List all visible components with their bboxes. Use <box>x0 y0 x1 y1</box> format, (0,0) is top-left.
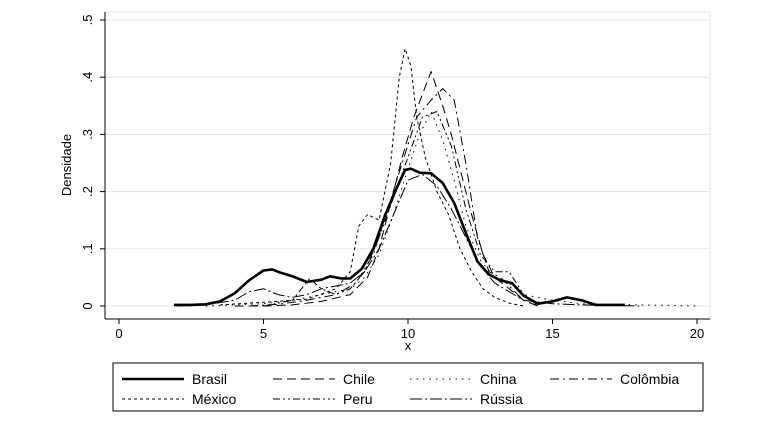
legend-label-china: China <box>480 371 517 387</box>
legend-label-mexico: México <box>192 391 237 407</box>
y-tick-label: .5 <box>80 15 95 26</box>
legend-items: Brasil Chile China Colômbia México Peru Rússia <box>122 371 679 407</box>
y-tick-label: .1 <box>80 243 95 254</box>
x-axis: 0 5 10 15 20 <box>105 318 710 341</box>
x-tick-label: 5 <box>260 326 267 341</box>
series-line-russia <box>176 173 640 307</box>
y-axis: 0 .1 .2 .3 .4 .5 <box>80 12 106 319</box>
legend-label-brasil: Brasil <box>192 371 227 387</box>
series-line-brasil <box>173 167 625 307</box>
legend-label-chile: Chile <box>343 371 375 387</box>
legend-label-russia: Rússia <box>480 391 523 407</box>
legend-label-colombia: Colômbia <box>620 371 679 387</box>
x-tick-label: 10 <box>401 326 415 341</box>
x-tick-label: 20 <box>690 326 704 341</box>
legend-label-peru: Peru <box>343 391 373 407</box>
y-tick-label: .2 <box>80 186 95 197</box>
series-line-colombia <box>249 88 539 307</box>
legend-box <box>112 362 704 412</box>
plot-area <box>104 11 711 320</box>
legend: Brasil Chile China Colômbia México Peru Rússia <box>112 362 704 412</box>
series-layer <box>173 48 698 307</box>
y-tick-label: 0 <box>80 302 95 309</box>
y-axis-title: Densidade <box>59 134 74 196</box>
y-tick-label: .4 <box>80 72 95 83</box>
y-tick-label: .3 <box>80 129 95 140</box>
x-axis-title: x <box>405 338 412 353</box>
x-tick-label: 0 <box>115 326 122 341</box>
x-tick-label: 15 <box>545 326 559 341</box>
series-line-chile <box>234 71 539 307</box>
